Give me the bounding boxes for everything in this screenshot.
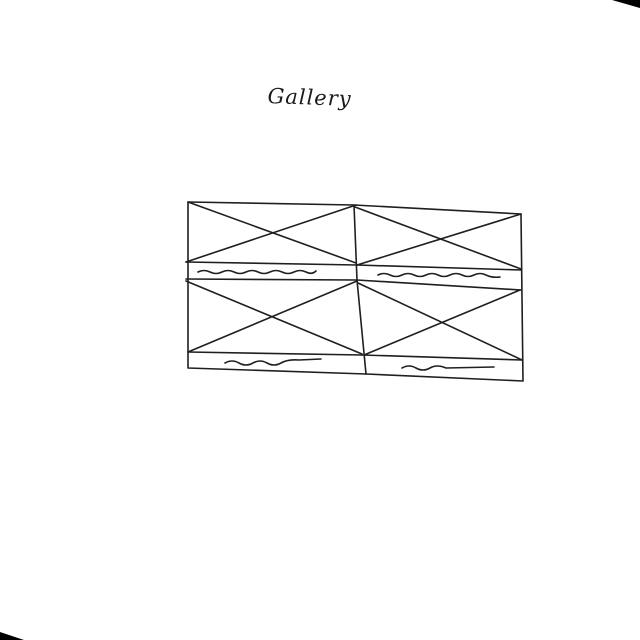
caption-band-top-right (356, 264, 522, 271)
gallery-item-2-image-placeholder[interactable] (354, 206, 522, 270)
caption-band-bottom-right (361, 354, 523, 361)
gallery-item-4-caption-squiggle (401, 365, 495, 371)
grid-column-divider (353, 204, 367, 375)
gallery-item-1-caption-squiggle (197, 269, 317, 275)
grid-row-divider (185, 278, 522, 291)
gallery-item-2-caption-squiggle (377, 272, 501, 279)
gallery-item-1-image-placeholder[interactable] (185, 201, 357, 264)
caption-band-top-left (185, 261, 358, 266)
gallery-item-4-image-placeholder[interactable] (357, 282, 523, 361)
gallery-item-3-caption-squiggle (224, 358, 322, 366)
gallery-item-3-image-placeholder[interactable] (185, 280, 363, 355)
caption-band-bottom-left (187, 351, 363, 356)
